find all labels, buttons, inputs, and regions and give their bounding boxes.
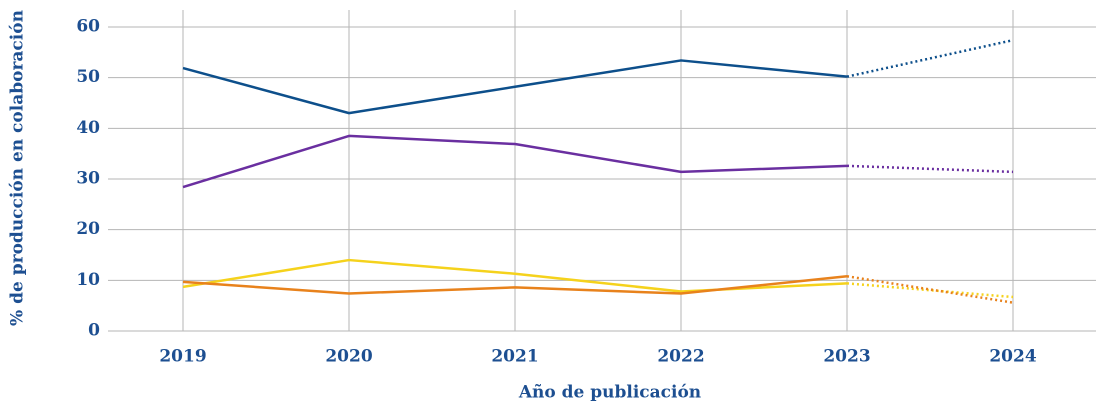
projected-line	[846, 38, 1014, 78]
y-tick-label: 50	[76, 67, 100, 87]
x-tick-label: 2023	[823, 347, 870, 367]
series-line	[182, 59, 848, 115]
y-axis-label: % de producción en colaboración	[8, 10, 28, 326]
y-tick-label: 0	[88, 321, 100, 341]
projected-line	[846, 282, 1014, 299]
projected-line	[846, 275, 1014, 304]
y-tick-label: 20	[76, 219, 100, 239]
x-tick-label: 2021	[491, 347, 538, 367]
series-line	[182, 134, 848, 189]
y-tick-label: 10	[76, 270, 100, 290]
y-tick-label: 40	[76, 118, 100, 138]
x-tick-label: 2024	[989, 347, 1036, 367]
x-axis-label: Año de publicación	[518, 383, 701, 403]
projected-line	[846, 164, 1014, 174]
y-tick-label: 60	[76, 17, 100, 37]
x-tick-label: 2022	[657, 347, 704, 367]
x-tick-label: 2019	[159, 347, 206, 367]
series-line	[182, 275, 848, 295]
y-tick-label: 30	[76, 169, 100, 189]
x-tick-label: 2020	[325, 347, 372, 367]
